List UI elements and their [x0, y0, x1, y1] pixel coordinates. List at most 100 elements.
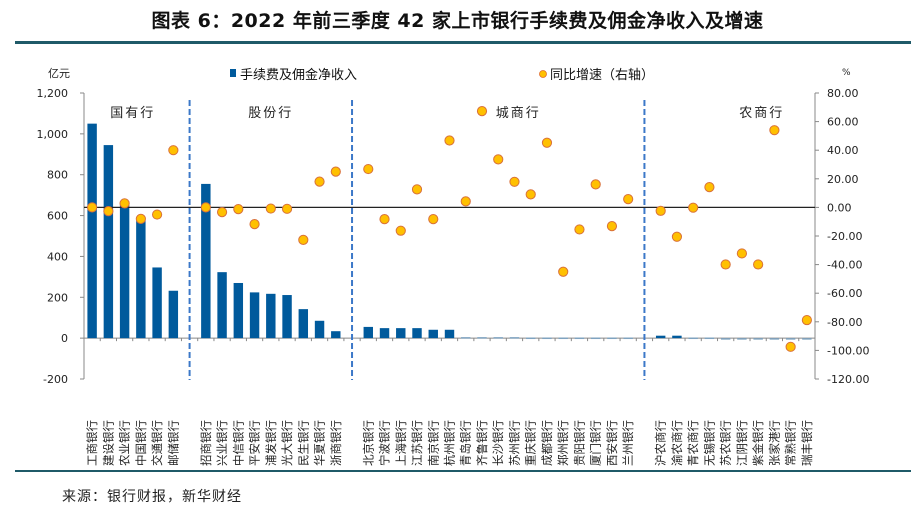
growth-dot — [314, 176, 325, 187]
income-bar — [607, 337, 617, 340]
income-bar — [493, 337, 503, 339]
footer-divider — [15, 470, 911, 472]
growth-dot — [525, 189, 536, 200]
income-bar — [217, 272, 227, 339]
category-label: 浙商银行 — [329, 420, 343, 466]
income-bar — [574, 337, 585, 340]
growth-dot — [298, 234, 309, 245]
growth-dot — [379, 214, 390, 225]
growth-dot — [558, 266, 569, 277]
growth-dot — [541, 137, 553, 148]
income-bar — [412, 328, 422, 339]
category-label: 长沙银行 — [491, 420, 505, 466]
growth-dot — [87, 202, 98, 213]
category-label: 无锡银行 — [702, 420, 716, 466]
income-bar — [509, 337, 520, 339]
income-bar — [769, 338, 780, 340]
category-label: 兴业银行 — [215, 420, 229, 466]
category-label: 成都银行 — [540, 420, 554, 466]
growth-dot — [200, 202, 211, 213]
right-axis-tick-label: -40.00 — [827, 259, 862, 272]
income-bar — [623, 337, 633, 340]
right-axis-tick-label: -20.00 — [827, 230, 862, 243]
category-label: 苏农银行 — [719, 420, 733, 466]
bars — [87, 123, 812, 340]
category-label: 厦门银行 — [589, 420, 603, 466]
growth-dot — [590, 179, 601, 190]
growth-dot — [119, 198, 130, 209]
category-label: 青农商行 — [686, 420, 700, 466]
category-label: 中国银行 — [134, 420, 148, 466]
income-bar — [136, 217, 146, 339]
income-bar — [737, 338, 747, 340]
left-axis-tick-label: 1,200 — [37, 87, 69, 100]
left-axis-tick-label: 200 — [47, 291, 68, 304]
income-bar — [396, 328, 406, 339]
income-bar — [720, 338, 731, 340]
category-label: 兰州银行 — [621, 420, 635, 466]
legend-label-income: 手续费及佣金净收入 — [240, 67, 357, 83]
legend-label-growth: 同比增速（右轴） — [550, 68, 654, 83]
growth-dot — [493, 154, 504, 165]
category-label: 瑞丰银行 — [800, 420, 814, 466]
category-label: 平安银行 — [248, 420, 262, 466]
category-label: 中信银行 — [231, 420, 245, 466]
group-label: 股份行 — [248, 106, 293, 121]
income-bar — [802, 338, 812, 340]
category-label: 常熟银行 — [784, 420, 798, 466]
category-label: 交通银行 — [150, 420, 164, 466]
growth-dot — [753, 259, 764, 270]
right-axis-tick-label: 60.00 — [827, 116, 859, 129]
right-axis-tick-label: 40.00 — [827, 144, 859, 157]
income-bar — [168, 290, 179, 339]
category-label: 江苏银行 — [410, 420, 424, 466]
right-axis-tick-label: -60.00 — [827, 287, 862, 300]
growth-dot — [216, 207, 228, 218]
category-label: 张家港行 — [767, 420, 781, 466]
category-label: 沪农商行 — [654, 420, 668, 466]
growth-dot — [444, 135, 455, 146]
right-axis-tick-label: 0.00 — [827, 201, 852, 214]
income-bar — [704, 337, 715, 340]
left-axis-tick-label: 0 — [61, 332, 68, 345]
income-bar — [428, 329, 438, 339]
income-bar — [363, 326, 373, 339]
category-label: 招商银行 — [199, 420, 213, 466]
income-bar — [233, 282, 244, 339]
category-label: 齐鲁银行 — [475, 420, 489, 466]
growth-dot — [655, 205, 666, 216]
income-bar — [152, 267, 162, 339]
group-label: 城商行 — [496, 106, 541, 121]
income-bar — [477, 337, 487, 339]
growth-dot — [265, 203, 276, 214]
growth-dot — [785, 341, 796, 352]
category-label: 邮储银行 — [166, 420, 180, 466]
income-bar — [103, 145, 114, 339]
income-bar — [688, 337, 698, 340]
category-label: 浦发银行 — [264, 420, 278, 466]
chart-title: 图表 6：2022 年前三季度 42 家上市银行手续费及佣金净收入及增速 — [151, 10, 764, 32]
income-bar — [331, 331, 341, 339]
category-label: 农业银行 — [118, 420, 132, 466]
growth-dot — [168, 145, 179, 156]
right-axis-tick-label: -80.00 — [827, 316, 862, 329]
growth-dot — [233, 204, 244, 215]
left-axis-tick-label: -200 — [43, 373, 68, 386]
growth-dots — [87, 106, 812, 352]
category-label: 光大银行 — [280, 420, 294, 466]
category-label: 紫金银行 — [751, 420, 765, 466]
growth-dot — [103, 206, 114, 217]
group-label: 农商行 — [739, 106, 784, 121]
growth-dot — [623, 194, 634, 205]
income-bar — [461, 337, 471, 339]
income-bar — [314, 320, 325, 339]
income-bar — [249, 292, 260, 339]
category-label: 建设银行 — [101, 420, 115, 466]
category-label: 江阴银行 — [735, 420, 749, 466]
right-axis-tick-label: -120.00 — [827, 373, 869, 386]
growth-dot — [574, 224, 585, 235]
income-bar — [672, 335, 682, 339]
source-note: 来源：银行财报，新华财经 — [62, 489, 242, 505]
income-bar — [655, 335, 666, 339]
income-bar — [526, 337, 536, 340]
